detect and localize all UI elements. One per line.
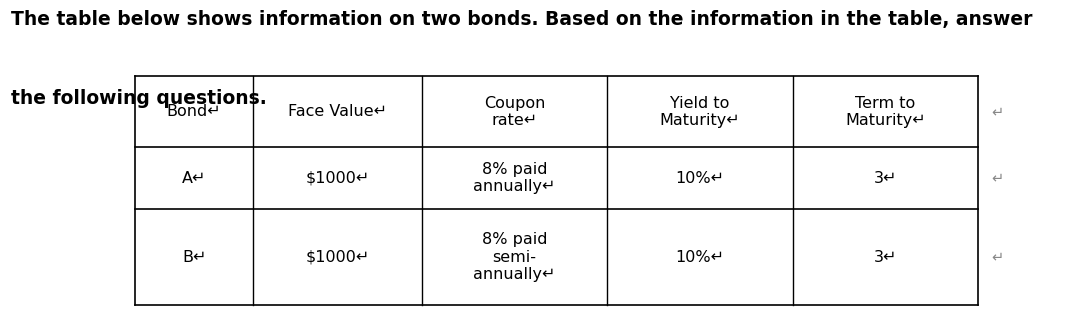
Text: 8% paid
semi-
annually↵: 8% paid semi- annually↵ (473, 232, 556, 282)
Text: ↵: ↵ (991, 171, 1003, 186)
Text: $1000↵: $1000↵ (305, 250, 370, 265)
Text: 3↵: 3↵ (873, 250, 897, 265)
Text: the following questions.: the following questions. (11, 89, 267, 108)
Text: 3↵: 3↵ (873, 171, 897, 186)
Text: Term to
Maturity↵: Term to Maturity↵ (845, 96, 925, 128)
Text: Face Value↵: Face Value↵ (288, 104, 387, 119)
Text: A↵: A↵ (182, 171, 206, 186)
Text: ↵: ↵ (991, 104, 1003, 119)
Text: 8% paid
annually↵: 8% paid annually↵ (473, 162, 556, 194)
Text: ↵: ↵ (991, 250, 1003, 265)
Text: The table below shows information on two bonds. Based on the information in the : The table below shows information on two… (11, 10, 1032, 29)
Text: 10%↵: 10%↵ (676, 171, 724, 186)
Text: Coupon
rate↵: Coupon rate↵ (484, 96, 545, 128)
Text: B↵: B↵ (182, 250, 206, 265)
Text: $1000↵: $1000↵ (305, 171, 370, 186)
Text: Bond↵: Bond↵ (166, 104, 222, 119)
Text: Yield to
Maturity↵: Yield to Maturity↵ (659, 96, 740, 128)
Text: 10%↵: 10%↵ (676, 250, 724, 265)
